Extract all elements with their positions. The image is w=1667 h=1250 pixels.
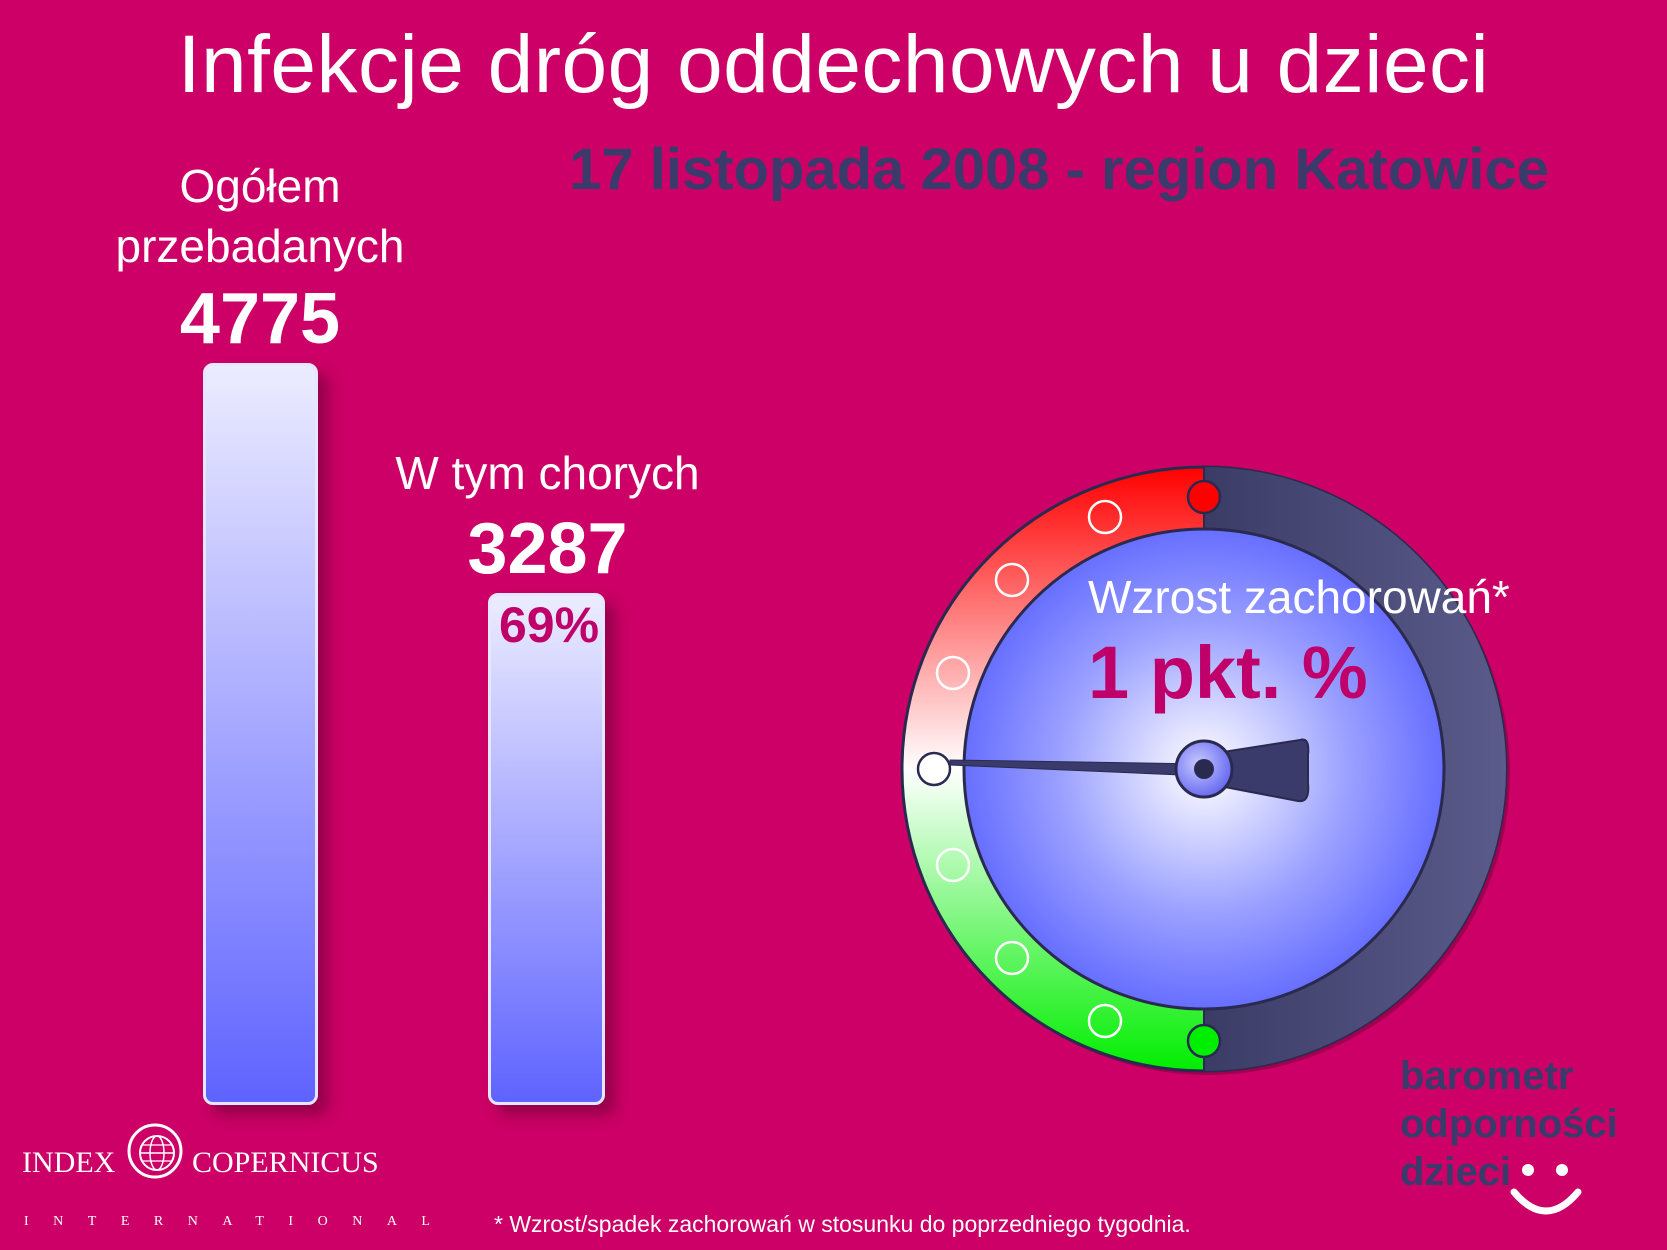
brand-line1: barometr bbox=[1400, 1054, 1574, 1098]
footnote: * Wzrost/spadek zachorowań w stosunku do… bbox=[494, 1211, 1191, 1237]
gauge-value: 1 pkt. % bbox=[1088, 631, 1368, 714]
brand-logo: barometr odporności dzieci bbox=[1400, 1052, 1618, 1196]
chart-title: Infekcje dróg oddechowych u dzieci bbox=[177, 19, 1490, 110]
sick-percent: 69% bbox=[498, 597, 600, 653]
sick-value: 3287 bbox=[467, 509, 628, 589]
gauge-tick-9 bbox=[1186, 1023, 1222, 1059]
brand-line2: odporności bbox=[1400, 1102, 1618, 1146]
barometer-gauge bbox=[900, 465, 1510, 1075]
total-label-line2: przebadanych bbox=[115, 220, 405, 272]
logo-left-word: INDEX bbox=[22, 1146, 116, 1179]
gauge-tick-2 bbox=[1087, 499, 1123, 535]
globe-icon bbox=[127, 1123, 183, 1179]
sick-label: W tym chorych bbox=[395, 447, 700, 499]
gauge-tick-4 bbox=[935, 655, 971, 691]
logo-right-word: COPERNICUS bbox=[192, 1146, 379, 1179]
gauge-tick-1 bbox=[1186, 479, 1222, 515]
bar-sick bbox=[488, 593, 605, 1105]
total-value: 4775 bbox=[179, 279, 341, 359]
gauge-label: Wzrost zachorowań* bbox=[1088, 571, 1510, 623]
gauge-tick-7 bbox=[994, 940, 1030, 976]
total-label-line1: Ogółem bbox=[179, 160, 341, 212]
gauge-tick-8 bbox=[1087, 1003, 1123, 1039]
gauge-tick-5 bbox=[916, 751, 952, 787]
index-copernicus-logo: INDEX COPERNICUS bbox=[22, 1123, 379, 1180]
gauge-tick-6 bbox=[935, 847, 971, 883]
smiley-icon bbox=[1510, 1164, 1582, 1215]
brand-line3: dzieci bbox=[1400, 1150, 1512, 1194]
logo-international: INTERNATIONAL bbox=[24, 1214, 455, 1229]
bar-total bbox=[203, 363, 318, 1105]
gauge-tick-3 bbox=[994, 562, 1030, 598]
gauge-needle bbox=[949, 738, 1310, 803]
chart-subtitle: 17 listopada 2008 - region Katowice bbox=[569, 137, 1549, 202]
total-label: Ogółem przebadanych bbox=[90, 156, 430, 276]
